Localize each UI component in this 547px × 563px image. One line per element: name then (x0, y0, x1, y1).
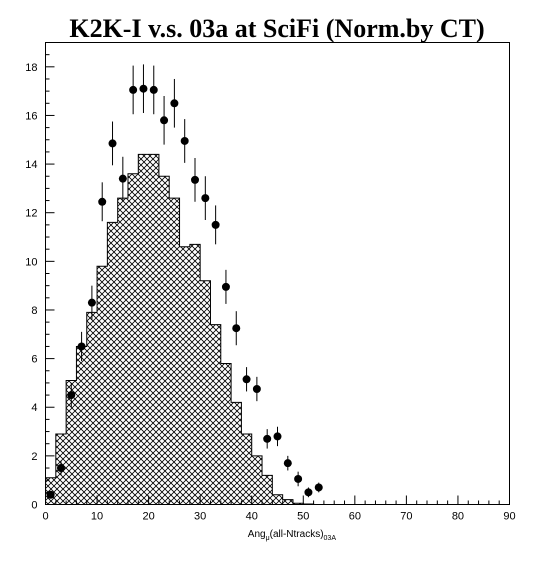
data-points (46, 64, 323, 499)
data-point (180, 119, 189, 163)
y-tick-label: 18 (25, 62, 37, 74)
data-point (283, 455, 292, 471)
data-point (139, 64, 148, 114)
y-tick-label: 12 (25, 208, 37, 220)
data-marker (108, 139, 117, 148)
data-marker (87, 298, 96, 307)
x-tick-label: 60 (349, 511, 361, 523)
y-tick-label: 14 (25, 159, 37, 171)
data-marker (149, 85, 158, 94)
data-point (118, 156, 127, 201)
data-point (77, 331, 86, 362)
data-marker (252, 385, 261, 393)
data-marker (98, 197, 107, 206)
axes: 0 10 20 30 40 50 60 70 80 90 0 2 4 6 8 10 12 14 16 18 (25, 42, 516, 523)
data-point (98, 182, 107, 222)
x-axis-label-main: Ang (248, 529, 266, 540)
data-marker (67, 391, 76, 400)
data-point (273, 426, 282, 447)
y-tick-label: 6 (31, 354, 37, 366)
data-marker (56, 464, 65, 473)
data-point (129, 65, 138, 115)
data-point (221, 269, 230, 304)
data-point (170, 78, 179, 128)
data-marker (314, 483, 323, 492)
x-tick-label: 50 (297, 511, 309, 523)
data-point (149, 65, 158, 115)
data-point (56, 460, 65, 476)
data-point (294, 471, 303, 487)
data-point (232, 311, 241, 346)
x-axis-label-mid: (all-Ntracks) (270, 529, 324, 540)
x-axis-label: Angμ(all-Ntracks)03A (248, 529, 337, 542)
x-axis-label-sub2: 03A (324, 535, 337, 542)
data-marker (201, 194, 210, 203)
data-marker (191, 175, 200, 184)
y-tick-label: 16 (25, 110, 37, 122)
x-tick-label: 80 (452, 511, 464, 523)
data-point (191, 158, 200, 202)
data-point (252, 376, 261, 402)
x-tick-label: 20 (142, 511, 154, 523)
data-marker (294, 474, 303, 483)
data-marker (118, 174, 127, 183)
data-marker (263, 434, 272, 443)
data-marker (221, 282, 230, 291)
x-tick-label: 30 (194, 511, 206, 523)
data-point (304, 487, 313, 498)
data-marker (180, 136, 189, 145)
data-marker (242, 375, 251, 384)
data-marker (283, 459, 292, 468)
data-point (314, 482, 323, 493)
x-tick-label: 90 (503, 511, 515, 523)
data-point (263, 429, 272, 449)
data-marker (170, 99, 179, 108)
data-point (67, 382, 76, 408)
x-axis-label-sub1: μ (266, 535, 270, 542)
data-marker (273, 432, 282, 441)
data-point (211, 205, 220, 245)
data-marker (304, 488, 313, 497)
data-marker (232, 324, 241, 333)
data-marker (139, 84, 148, 93)
y-tick-label: 10 (25, 256, 37, 268)
data-marker (160, 116, 169, 125)
y-tick-label: 0 (31, 500, 37, 512)
data-marker (77, 342, 86, 351)
data-point (160, 95, 169, 145)
y-tick-label: 2 (31, 451, 37, 463)
y-tick-label: 4 (31, 402, 37, 414)
data-point (201, 176, 210, 221)
chart-title: K2K-I v.s. 03a at SciFi (Norm.by CT) (69, 14, 484, 43)
x-tick-label: 70 (400, 511, 412, 523)
data-marker (211, 220, 220, 229)
data-point (242, 367, 251, 392)
x-tick-label: 0 (42, 511, 48, 523)
data-marker (129, 85, 138, 94)
data-point (87, 285, 96, 320)
data-point (108, 121, 117, 166)
x-tick-label: 10 (91, 511, 103, 523)
x-tick-label: 40 (246, 511, 258, 523)
y-tick-label: 8 (31, 305, 37, 317)
